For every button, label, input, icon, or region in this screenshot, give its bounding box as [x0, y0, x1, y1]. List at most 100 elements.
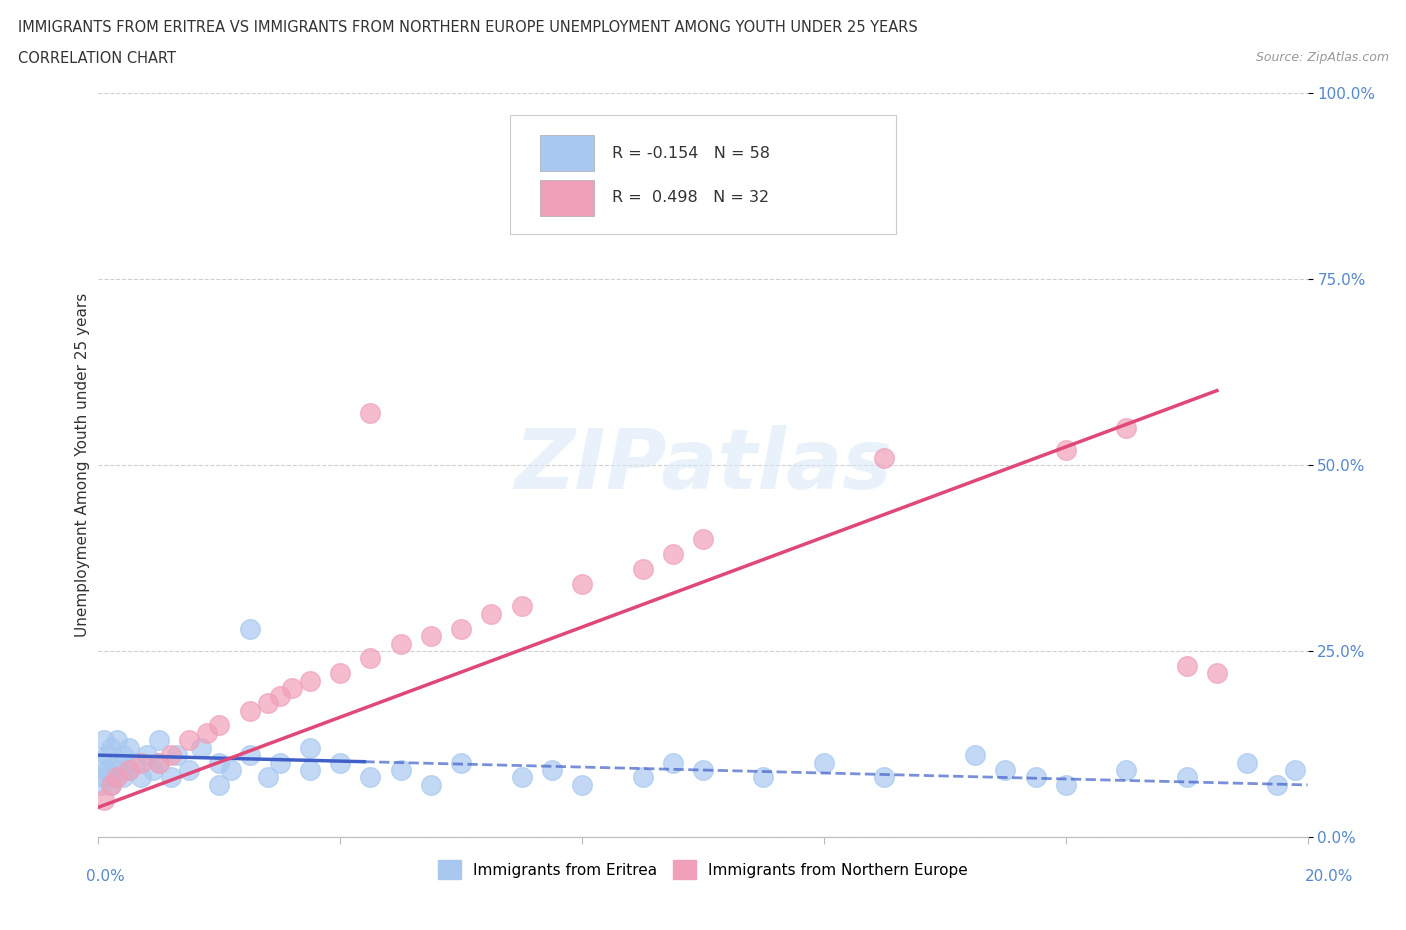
Point	[450, 755, 472, 770]
Point	[239, 703, 262, 718]
Point	[148, 733, 170, 748]
Point	[1284, 763, 1306, 777]
Legend: Immigrants from Eritrea, Immigrants from Northern Europe: Immigrants from Eritrea, Immigrants from…	[432, 855, 974, 885]
Point	[118, 763, 141, 777]
Point	[420, 629, 443, 644]
Point	[299, 763, 322, 777]
Point	[105, 770, 128, 785]
Point	[540, 763, 562, 777]
Point	[631, 562, 654, 577]
Point	[129, 770, 152, 785]
Point	[1024, 770, 1046, 785]
Point	[692, 532, 714, 547]
Point	[93, 733, 115, 748]
Point	[1115, 763, 1137, 777]
Point	[100, 740, 122, 755]
Point	[239, 621, 262, 636]
Point	[90, 755, 112, 770]
Point	[100, 777, 122, 792]
Point	[239, 748, 262, 763]
Text: ZIPatlas: ZIPatlas	[515, 424, 891, 506]
Point	[195, 725, 218, 740]
Point	[96, 763, 118, 777]
Point	[1267, 777, 1289, 792]
Point	[208, 777, 231, 792]
Point	[299, 740, 322, 755]
Point	[1175, 770, 1198, 785]
Point	[329, 755, 352, 770]
Point	[813, 755, 835, 770]
Point	[111, 770, 134, 785]
Point	[190, 740, 212, 755]
Point	[96, 748, 118, 763]
Point	[510, 770, 533, 785]
Point	[93, 770, 115, 785]
Point	[752, 770, 775, 785]
Point	[108, 763, 131, 777]
Point	[118, 763, 141, 777]
Point	[269, 688, 291, 703]
Text: R =  0.498   N = 32: R = 0.498 N = 32	[613, 191, 769, 206]
Point	[965, 748, 987, 763]
Point	[1115, 420, 1137, 435]
Text: 20.0%: 20.0%	[1305, 869, 1353, 883]
Point	[269, 755, 291, 770]
Point	[118, 740, 141, 755]
Point	[692, 763, 714, 777]
Point	[360, 651, 382, 666]
Point	[1236, 755, 1258, 770]
Y-axis label: Unemployment Among Youth under 25 years: Unemployment Among Youth under 25 years	[75, 293, 90, 637]
Point	[360, 770, 382, 785]
Point	[208, 718, 231, 733]
Point	[389, 763, 412, 777]
Point	[631, 770, 654, 785]
Text: Source: ZipAtlas.com: Source: ZipAtlas.com	[1256, 51, 1389, 64]
Point	[661, 755, 683, 770]
Point	[994, 763, 1017, 777]
Point	[111, 748, 134, 763]
Point	[135, 748, 157, 763]
Text: IMMIGRANTS FROM ERITREA VS IMMIGRANTS FROM NORTHERN EUROPE UNEMPLOYMENT AMONG YO: IMMIGRANTS FROM ERITREA VS IMMIGRANTS FR…	[18, 20, 918, 35]
Point	[103, 770, 125, 785]
Point	[148, 755, 170, 770]
Point	[1054, 777, 1077, 792]
Point	[142, 763, 165, 777]
Point	[873, 450, 896, 465]
Point	[360, 405, 382, 420]
Point	[105, 733, 128, 748]
Point	[90, 777, 112, 792]
Point	[179, 733, 201, 748]
Point	[450, 621, 472, 636]
FancyBboxPatch shape	[509, 115, 897, 234]
Point	[256, 770, 278, 785]
Point	[160, 748, 183, 763]
Point	[1054, 443, 1077, 458]
Point	[873, 770, 896, 785]
Point	[129, 755, 152, 770]
Text: CORRELATION CHART: CORRELATION CHART	[18, 51, 176, 66]
Text: R = -0.154   N = 58: R = -0.154 N = 58	[613, 146, 770, 161]
Point	[93, 792, 115, 807]
Point	[208, 755, 231, 770]
Point	[481, 606, 503, 621]
Bar	[540, 180, 595, 216]
Point	[124, 755, 146, 770]
Point	[256, 696, 278, 711]
Point	[420, 777, 443, 792]
Point	[179, 763, 201, 777]
Point	[166, 748, 188, 763]
Point	[105, 755, 128, 770]
Point	[571, 577, 593, 591]
Point	[1206, 666, 1229, 681]
Point	[510, 599, 533, 614]
Point	[148, 755, 170, 770]
Point	[160, 770, 183, 785]
Point	[100, 777, 122, 792]
Point	[571, 777, 593, 792]
Point	[1175, 658, 1198, 673]
Point	[281, 681, 304, 696]
Point	[329, 666, 352, 681]
Point	[299, 673, 322, 688]
Point	[389, 636, 412, 651]
Point	[221, 763, 243, 777]
